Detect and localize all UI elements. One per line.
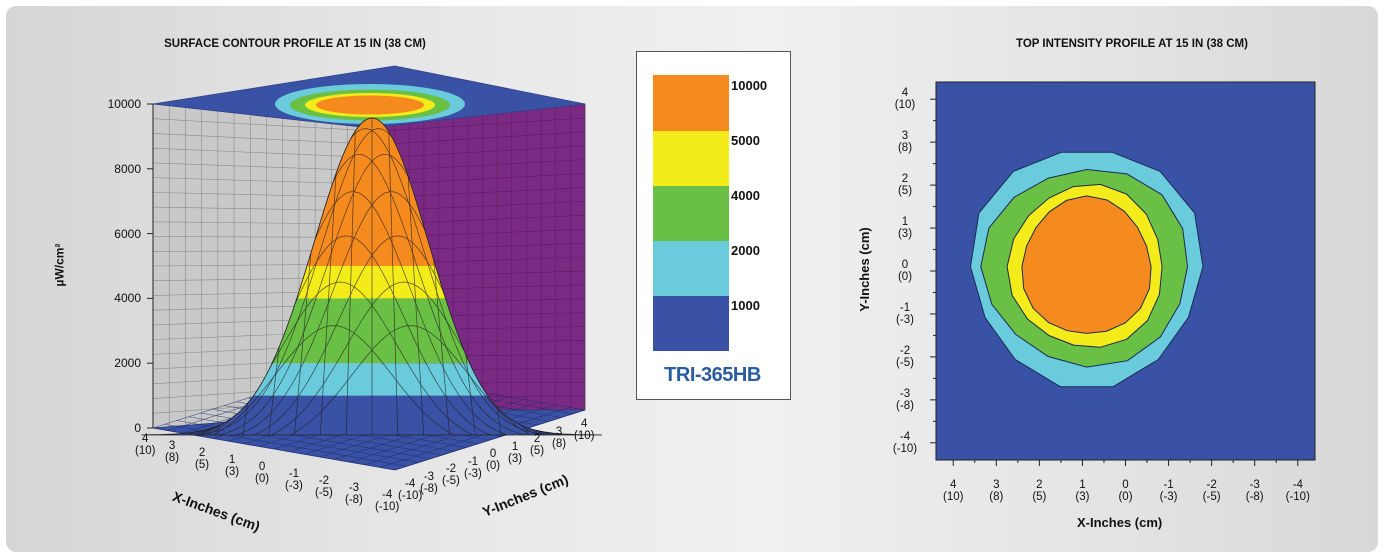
- y-tick-label: 1 (3): [897, 216, 913, 241]
- x-tick-label: -1 (-3): [1159, 479, 1178, 503]
- legend-label-1000: 1000: [731, 298, 760, 313]
- y-tick-label: 3 (8): [897, 130, 913, 155]
- legend-swatch-4000: [653, 186, 729, 241]
- top-contour-10000: [316, 95, 424, 115]
- top-intensity-chart: [930, 81, 1316, 466]
- legend-swatch-10000: [653, 75, 729, 131]
- z-tick-label: 0: [134, 421, 141, 435]
- legend-label-10000: 10000: [731, 78, 768, 93]
- legend-swatch-2000: [653, 241, 729, 296]
- left-chart-title: SURFACE CONTOUR PROFILE AT 15 IN (38 CM): [164, 38, 426, 50]
- x-tick-label-3d: -4 (-10): [375, 489, 400, 513]
- contour-10000: [1021, 195, 1152, 334]
- z-tick-label: 6000: [114, 226, 141, 241]
- legend-label-5000: 5000: [731, 133, 760, 148]
- x-tick-label-3d: 3 (8): [165, 440, 180, 464]
- z-axis-label: µW/cm²: [52, 243, 67, 287]
- x-tick-label-3d: 1 (3): [225, 454, 240, 478]
- y-tick-label-3d: 2 (5): [530, 433, 545, 457]
- x-tick-label-3d: -3 (-8): [345, 482, 363, 506]
- x-tick-label-3d: 0 (0): [255, 461, 270, 485]
- y-tick-label-3d: -4 (-10): [398, 478, 423, 502]
- x-tick-label: -2 (-5): [1202, 479, 1221, 503]
- y-tick-label: 4 (10): [894, 87, 916, 112]
- x-tick-label: 4 (10): [942, 479, 964, 503]
- z-tick-label: 2000: [114, 356, 141, 371]
- y-tick-label: -2 (-5): [896, 344, 914, 369]
- y-tick-label-3d: 4 (10): [574, 418, 595, 442]
- y-tick-label-3d: -3 (-8): [420, 470, 438, 495]
- z-tick-label: 4000: [114, 291, 141, 306]
- y-tick-label: -3 (-8): [896, 387, 914, 412]
- x-tick-label: 1 (3): [1075, 479, 1090, 503]
- legend-label-4000: 4000: [731, 188, 760, 203]
- x-tick-label-3d: -1 (-3): [285, 468, 303, 492]
- color-legend: 10000 5000 4000 2000 1000 TRI-365HB: [636, 51, 791, 400]
- y-axis-label: Y-Inches (cm): [856, 227, 872, 312]
- y-tick-label: 0 (0): [897, 259, 913, 283]
- y-tick-label: -1 (-3): [896, 301, 914, 326]
- x-tick-label: 3 (8): [989, 479, 1004, 503]
- legend-swatch-5000: [653, 131, 729, 186]
- x-tick-label-3d: 2 (5): [195, 447, 210, 471]
- z-tick-label: 10000: [107, 97, 141, 111]
- legend-swatch-1000: [653, 296, 729, 351]
- x-tick-label: 0 (0): [1118, 479, 1133, 503]
- x-tick-label: -3 (-8): [1245, 479, 1264, 503]
- y-tick-label-3d: -2 (-5): [442, 463, 460, 487]
- x-tick-label-3d: -2 (-5): [315, 475, 333, 499]
- y-tick-label-3d: 1 (3): [508, 440, 523, 465]
- z-axis: [147, 103, 154, 429]
- intensity-contours: [969, 151, 1204, 388]
- z-tick-label: 8000: [114, 161, 141, 176]
- surface-contour-chart: [141, 65, 603, 471]
- x-tick-label-3d: 4 (10): [135, 433, 156, 457]
- y-tick-label: 2 (5): [897, 173, 913, 198]
- x-tick-label: -4 (-10): [1285, 479, 1310, 503]
- y-tick-label-3d: 3 (8): [552, 425, 567, 450]
- y-tick-label: -4 (-10): [892, 430, 918, 455]
- x-axis-label: X-Inches (cm): [1077, 515, 1163, 530]
- y-tick-label-3d: -1 (-3): [464, 455, 482, 480]
- y-tick-label-3d: 0 (0): [486, 448, 501, 472]
- legend-label-2000: 2000: [731, 243, 760, 258]
- product-name: TRI-365HB: [664, 364, 761, 386]
- x-tick-label: 2 (5): [1032, 479, 1047, 503]
- right-chart-title: TOP INTENSITY PROFILE AT 15 IN (38 CM): [1016, 38, 1248, 50]
